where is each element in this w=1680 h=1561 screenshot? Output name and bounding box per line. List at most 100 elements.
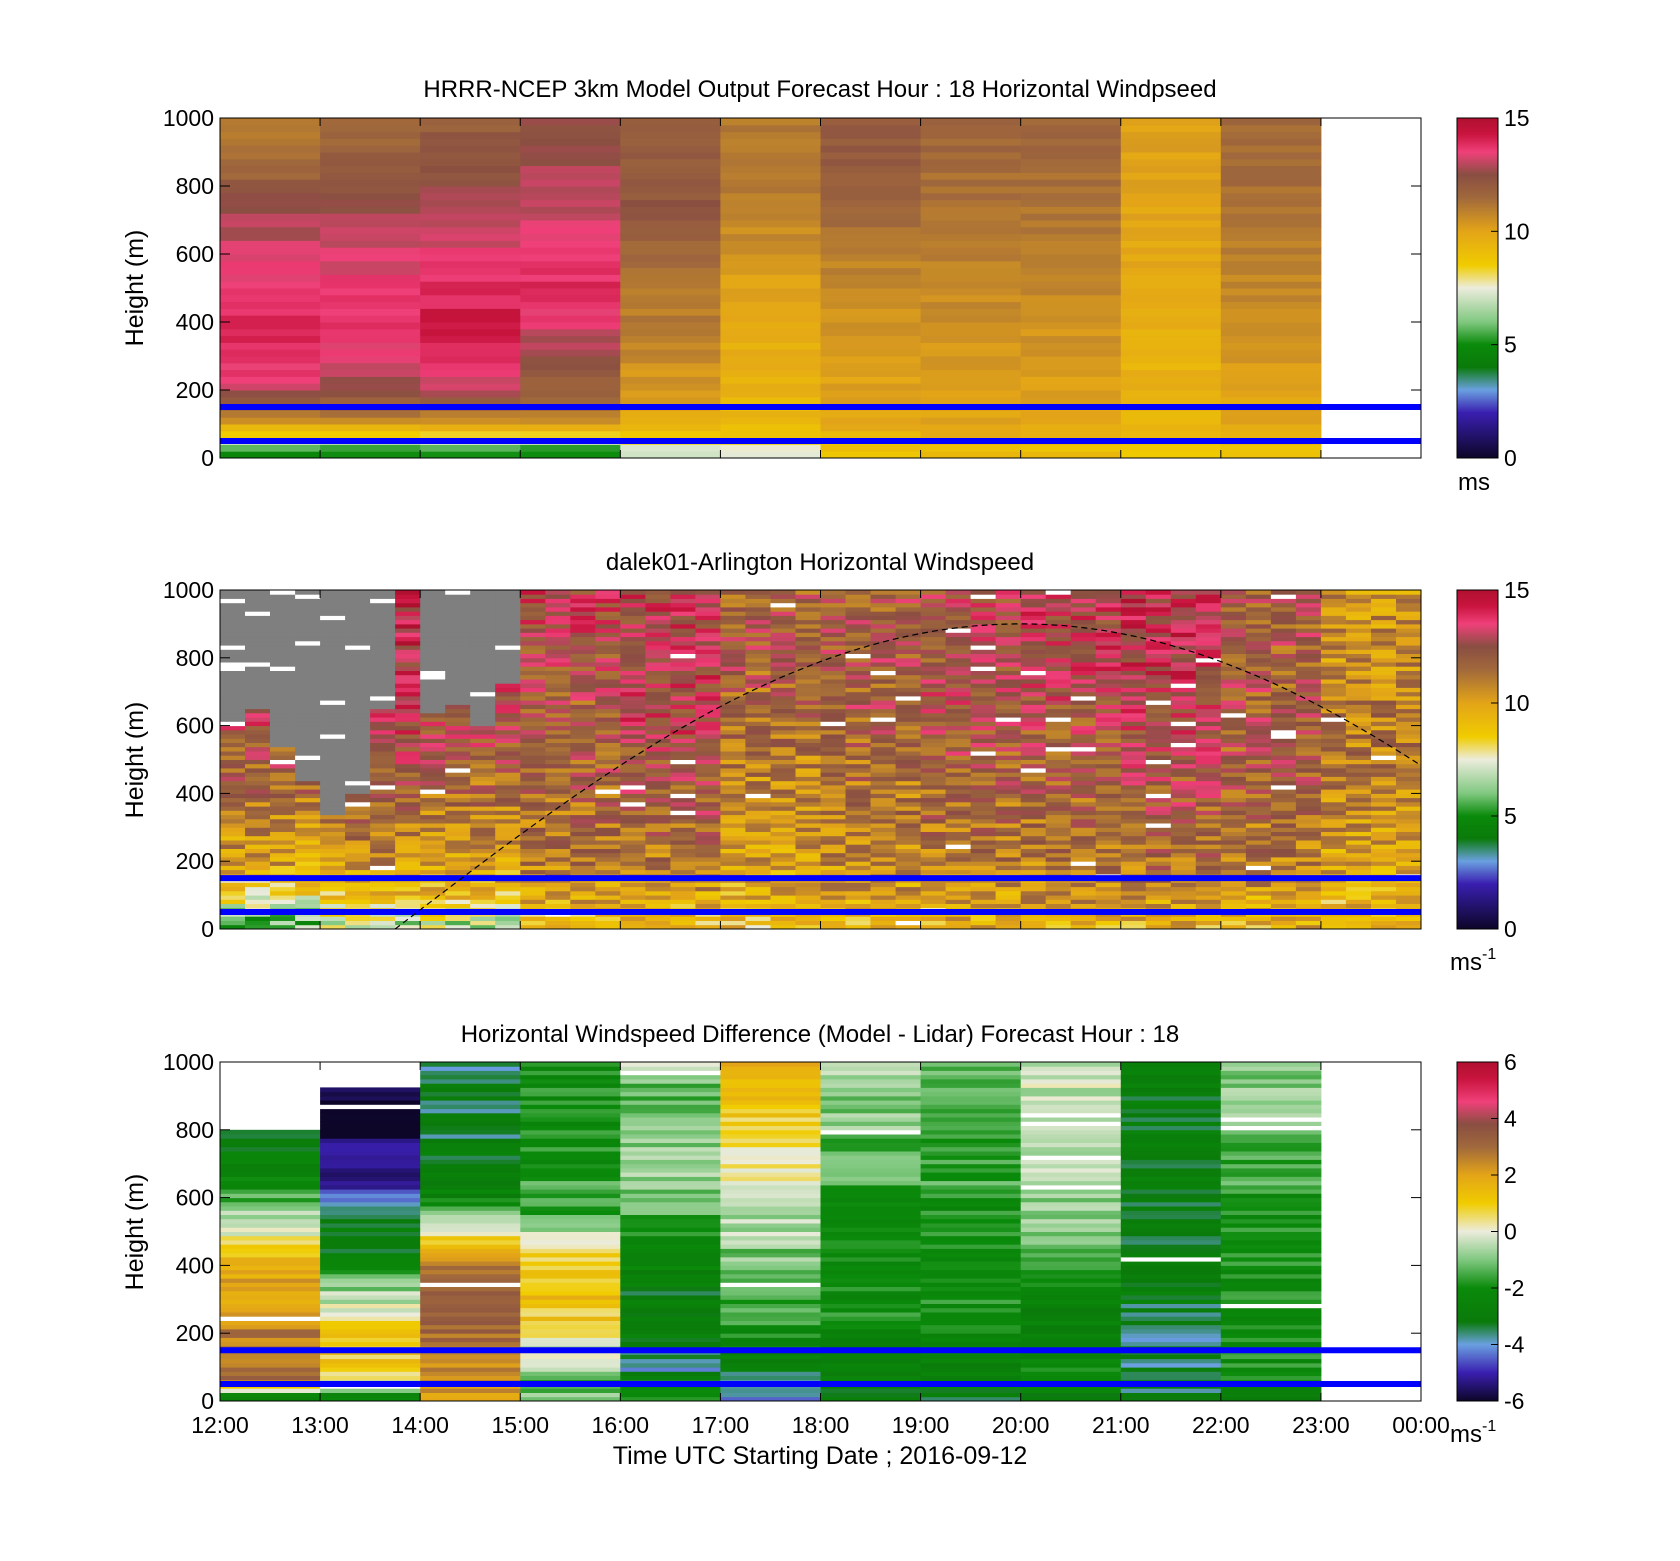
lidar-cell	[945, 848, 972, 854]
lidar-cell	[1245, 738, 1272, 743]
lidar-cell	[1371, 670, 1397, 676]
model-cell	[520, 240, 621, 248]
lidar-cell	[1245, 852, 1272, 858]
lidar-cell	[470, 666, 496, 671]
lidar-cell	[395, 882, 421, 888]
lidar-cell	[420, 725, 446, 731]
lidar-cell	[1220, 835, 1247, 841]
difference-cell	[620, 1117, 721, 1122]
lidar-cell	[670, 704, 696, 710]
model-cell	[220, 301, 321, 309]
model-cell	[1020, 254, 1122, 262]
lidar-cell	[495, 823, 521, 828]
model-cell	[820, 260, 922, 269]
lidar-cell	[420, 801, 446, 807]
lidar-cell	[695, 772, 721, 777]
lidar-cell	[720, 924, 746, 929]
lidar-cell	[1245, 704, 1272, 710]
lidar-cell	[1245, 615, 1272, 621]
lidar-cell	[995, 890, 1022, 896]
lidar-cell	[570, 751, 596, 756]
difference-cell	[720, 1354, 821, 1360]
lidar-cell	[1396, 776, 1421, 782]
lidar-cell	[370, 916, 396, 921]
lidar-cell	[1371, 861, 1397, 866]
lidar-cell	[1320, 861, 1347, 866]
lidar-cell	[1371, 594, 1397, 599]
lidar-cell	[1195, 746, 1222, 752]
model-cell	[1220, 199, 1322, 207]
difference-cell	[720, 1240, 821, 1245]
lidar-cell	[720, 857, 746, 862]
lidar-cell	[720, 590, 746, 595]
model-cell	[420, 240, 521, 248]
model-cell	[620, 356, 721, 364]
lidar-cell	[1320, 793, 1347, 799]
lidar-cell	[1220, 755, 1247, 760]
model-cell	[1220, 281, 1322, 289]
difference-cell	[620, 1367, 721, 1372]
model-cell	[1220, 410, 1322, 418]
lidar-cell	[370, 755, 396, 760]
model-cell	[920, 199, 1022, 207]
lidar-cell	[795, 619, 821, 625]
lidar-cell	[520, 852, 546, 858]
lidar-cell	[1120, 607, 1147, 612]
lidar-cell	[695, 835, 721, 841]
model-cell	[320, 356, 421, 364]
y-tick-label: 600	[176, 241, 214, 267]
lidar-cell	[320, 827, 346, 832]
lidar-cell	[970, 636, 997, 642]
lidar-cell	[245, 793, 271, 799]
lidar-cell	[1270, 784, 1297, 790]
lidar-cell	[1320, 594, 1347, 599]
lidar-cell	[395, 636, 421, 642]
lidar-cell	[1095, 704, 1122, 710]
lidar-cell	[670, 700, 696, 705]
lidar-cell	[420, 746, 446, 752]
lidar-cell	[645, 700, 671, 705]
lidar-cell	[720, 708, 746, 714]
difference-cell	[620, 1337, 721, 1343]
difference-cell	[720, 1066, 821, 1071]
lidar-cell	[1195, 920, 1222, 926]
difference-cell	[420, 1167, 521, 1173]
lidar-cell	[245, 615, 271, 621]
lidar-cell	[720, 602, 746, 608]
lidar-cell	[470, 916, 496, 921]
lidar-cell	[1045, 746, 1072, 752]
lidar-cell	[470, 924, 496, 929]
lidar-cell	[1070, 657, 1097, 663]
lidar-cell	[545, 768, 571, 773]
lidar-cell	[570, 840, 596, 845]
lidar-cell	[295, 759, 321, 765]
lidar-cell	[1095, 742, 1122, 748]
lidar-cell	[895, 628, 922, 633]
lidar-cell	[495, 700, 521, 705]
lidar-cell	[470, 704, 496, 710]
lidar-cell	[895, 848, 922, 854]
lidar-cell	[420, 738, 446, 743]
lidar-cell	[720, 768, 746, 773]
model-cell	[820, 267, 922, 275]
lidar-cell	[1396, 840, 1421, 845]
lidar-cell	[395, 920, 421, 926]
lidar-cell	[645, 818, 671, 824]
lidar-cell	[920, 700, 947, 705]
lidar-cell	[1320, 810, 1347, 816]
lidar-cell	[570, 649, 596, 654]
lidar-cell	[595, 704, 621, 710]
lidar-cell	[795, 793, 821, 799]
lidar-cell	[1371, 657, 1397, 663]
lidar-cell	[620, 810, 646, 816]
difference-cell	[520, 1354, 621, 1360]
lidar-cell	[670, 831, 696, 837]
lidar-cell	[670, 848, 696, 854]
lidar-cell	[420, 848, 446, 854]
model-cell	[620, 322, 721, 330]
model-cell	[620, 315, 721, 323]
lidar-cell	[245, 670, 271, 676]
difference-cell	[620, 1201, 721, 1207]
lidar-cell	[820, 695, 846, 701]
lidar-cell	[1070, 903, 1097, 909]
